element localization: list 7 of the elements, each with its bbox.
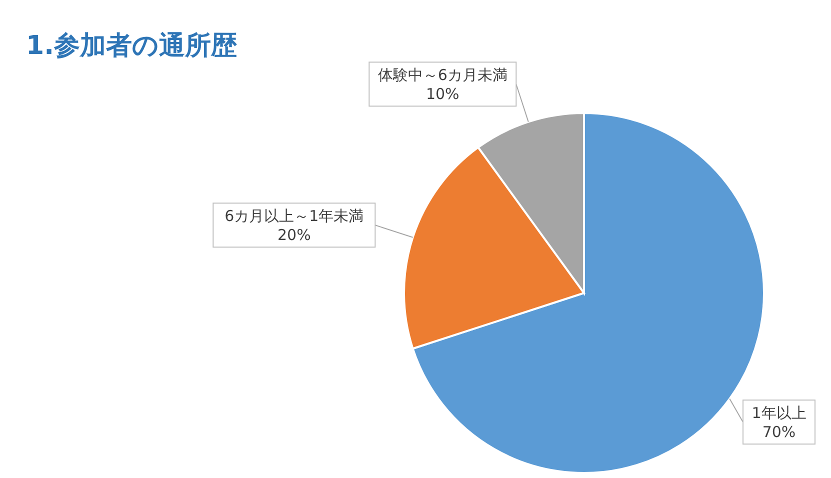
slice-label: 体験中～6カ月未満 [378, 66, 508, 84]
data-label: 70% [762, 423, 796, 442]
chart-title: 1.参加者の通所歴 [26, 31, 237, 61]
slice-label: 1年以上 [752, 404, 806, 422]
data-label: 20% [277, 226, 311, 244]
data-label: 10% [426, 85, 460, 104]
slice-label: 6カ月以上～1年未満 [224, 207, 364, 226]
